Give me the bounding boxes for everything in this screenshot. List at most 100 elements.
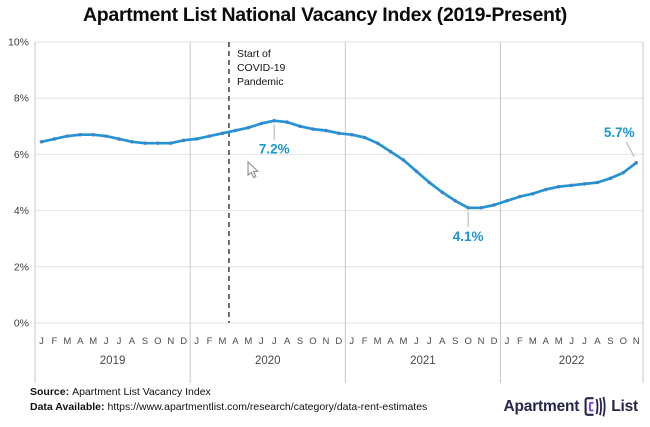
data-available-url: https://www.apartmentlist.com/research/c… (107, 401, 428, 413)
data-point-marker (375, 141, 380, 145)
x-axis-month-label: F (51, 336, 57, 347)
x-axis-month-label: D (180, 336, 187, 347)
logo-word-apartment: Apartment (503, 398, 580, 415)
data-point-marker (427, 180, 432, 185)
data-point-marker (259, 121, 264, 126)
data-point-marker (362, 135, 367, 140)
x-axis-month-label: M (244, 336, 252, 347)
x-axis-month-label: J (39, 336, 44, 347)
data-point-marker (492, 203, 496, 207)
x-axis-month-label: D (335, 336, 342, 347)
data-point-marker (505, 198, 509, 203)
x-axis-month-label: A (387, 336, 394, 347)
page-title: Apartment List National Vacancy Index (2… (83, 4, 567, 26)
x-axis-month-label: M (219, 336, 227, 347)
data-point-marker (349, 132, 354, 137)
x-axis-month-label: M (529, 336, 537, 347)
x-axis-month-label: J (259, 336, 264, 347)
x-axis-month-label: O (464, 336, 471, 347)
data-available-label: Data Available: (30, 401, 105, 413)
apartment-list-logo-icon (584, 396, 606, 417)
data-point-marker (181, 138, 186, 143)
data-point-marker (194, 137, 199, 141)
data-point-marker (556, 184, 561, 189)
x-axis-month-label: D (491, 336, 498, 347)
x-axis-month-label: J (117, 336, 122, 347)
x-axis-month-label: S (297, 336, 303, 347)
x-axis-month-label: M (374, 336, 382, 347)
data-point-marker (117, 137, 121, 141)
logo-word-list: List (611, 398, 638, 415)
covid-annotation-text: COVID-19 (237, 62, 286, 74)
data-point-marker (453, 198, 458, 203)
x-axis-month-label: O (620, 336, 627, 347)
x-axis-month-label: M (63, 336, 71, 347)
x-axis-month-label: J (505, 336, 510, 347)
data-point-marker (531, 191, 535, 196)
data-point-marker (543, 187, 548, 192)
data-point-marker (414, 169, 419, 174)
x-axis-month-label: F (517, 336, 523, 347)
data-point-marker (621, 170, 626, 175)
x-axis-month-label: J (427, 336, 432, 347)
y-axis-tick-label: 4% (14, 205, 29, 217)
data-point-marker (466, 205, 470, 210)
callout-connector (625, 141, 635, 158)
x-axis-month-label: F (207, 336, 213, 347)
x-axis-month-label: N (633, 336, 640, 347)
x-axis-month-label: F (362, 336, 368, 347)
data-point-marker (91, 132, 95, 137)
data-point-marker (65, 134, 70, 138)
x-axis-month-label: A (439, 336, 446, 347)
x-axis-month-label: J (349, 336, 354, 347)
callout-value-label: 7.2% (259, 142, 290, 157)
data-point-marker (207, 134, 212, 138)
data-point-marker (401, 158, 406, 162)
data-point-marker (634, 161, 639, 165)
data-point-marker (272, 118, 277, 123)
x-axis-month-label: N (322, 336, 329, 347)
y-axis-tick-label: 10% (8, 37, 29, 49)
x-axis-month-label: J (194, 336, 199, 347)
data-point-marker (156, 141, 160, 145)
x-axis-month-label: J (582, 336, 587, 347)
data-point-marker (388, 149, 393, 154)
data-point-marker (298, 124, 302, 129)
data-point-marker (143, 141, 147, 145)
y-axis-tick-label: 0% (14, 318, 29, 330)
x-axis-month-label: S (452, 336, 458, 347)
data-point-marker (440, 190, 445, 195)
covid-annotation-text: Start of (237, 48, 271, 60)
x-axis-month-label: O (154, 336, 161, 347)
data-point-marker (52, 137, 57, 141)
x-axis-month-label: J (104, 336, 109, 347)
x-axis-year-label: 2020 (255, 355, 281, 367)
callout-value-label: 4.1% (453, 229, 484, 244)
data-point-marker (104, 134, 108, 138)
x-axis-month-label: O (309, 336, 316, 347)
data-point-marker (518, 194, 522, 199)
x-axis-year-label: 2019 (100, 355, 126, 367)
x-axis-month-label: A (543, 336, 550, 347)
data-point-marker (285, 120, 289, 124)
data-point-marker (582, 182, 587, 186)
data-point-marker (130, 139, 134, 144)
data-point-marker (595, 180, 600, 185)
x-axis-month-label: N (167, 336, 174, 347)
source-value: Apartment List Vacancy Index (72, 386, 211, 398)
data-point-marker (569, 183, 574, 188)
x-axis-month-label: S (607, 336, 613, 347)
x-axis-month-label: J (569, 336, 574, 347)
x-axis-month-label: A (77, 336, 84, 347)
data-point-marker (220, 131, 225, 136)
data-point-marker (39, 139, 44, 144)
data-point-marker (311, 127, 315, 131)
covid-annotation-text: Pandemic (237, 76, 284, 88)
x-axis-month-label: S (142, 336, 148, 347)
source-line: Source: Apartment List Vacancy Index (30, 385, 427, 400)
data-point-marker (233, 128, 238, 133)
x-axis-year-label: 2021 (410, 355, 436, 367)
x-axis-month-label: J (414, 336, 419, 347)
x-axis-month-label: A (594, 336, 601, 347)
